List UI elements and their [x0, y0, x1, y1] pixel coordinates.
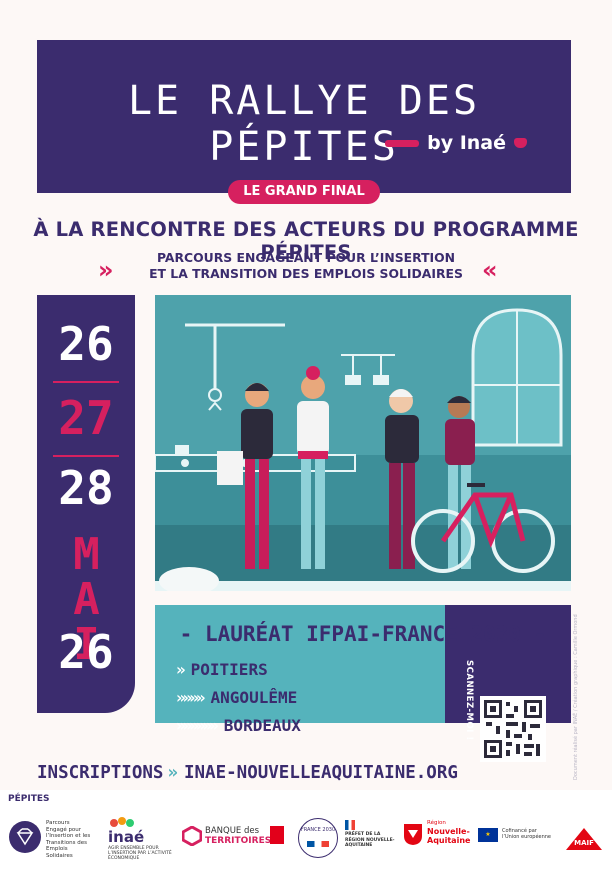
eu-text1: Cofinancé par: [502, 828, 537, 834]
subtitle-line1: PARCOURS ENGAGEANT POUR L’INSERTION: [156, 250, 456, 265]
credit-text: Document réalisé par INAÉ / Création gra…: [573, 614, 579, 780]
arrow-icon: »»»»: [176, 688, 205, 707]
city-name: BORDEAUX: [223, 716, 301, 735]
inscriptions-url[interactable]: INAE-NOUVELLEAQUITAINE.ORG: [183, 763, 458, 783]
date-day-3: 28: [58, 461, 114, 515]
pepites-label: PÉPITES: [8, 794, 50, 804]
pepites-logo-icon: [9, 821, 41, 853]
france2030-text: FRANCE 2030: [300, 827, 336, 833]
date-day-1: 26: [58, 317, 114, 371]
inae-logo-icon: [110, 817, 134, 827]
pepites-text: Parcours Engagé pour l’Insertion et les …: [46, 820, 91, 859]
city-bordeaux: »»»»»» BORDEAUX: [176, 716, 301, 735]
inae-label: inaé: [108, 828, 145, 846]
chevron-left-icon: «: [482, 256, 497, 284]
footer-logos: PÉPITES Parcours Engagé pour l’Insertion…: [0, 790, 612, 873]
illustration: [155, 295, 571, 591]
subtitle-line2: ET LA TRANSITION DES EMPLOIS SOLIDAIRES: [149, 266, 463, 281]
subtitle: PARCOURS ENGAGEANT POUR L’INSERTION ET L…: [0, 250, 612, 282]
region-label3: Aquitaine: [427, 836, 471, 845]
maif-text: MAIF: [574, 839, 594, 847]
dates-column: 26 27 28 MAI 26: [37, 295, 135, 713]
date-year: 26: [58, 625, 114, 679]
banque-label1: BANQUE des: [205, 826, 260, 836]
eu-text2: l’Union européenne: [502, 834, 552, 840]
header-banner: LE RALLYE DES PÉPITES by Inaé: [37, 40, 571, 193]
arrow-icon: »»»»»»: [176, 716, 219, 735]
region-label1: Région: [427, 820, 446, 826]
city-poitiers: » POITIERS: [176, 660, 268, 679]
arrow-icon: »: [167, 763, 177, 783]
headline: À LA RENCONTRE DES ACTEURS DU PROGRAMME …: [33, 218, 579, 264]
byline: by Inaé: [385, 132, 527, 154]
city-name: ANGOULÊME: [210, 688, 298, 707]
byline-text: by Inaé: [427, 132, 506, 154]
eu-flag-icon: ★: [478, 828, 498, 842]
inae-text: AGIR ENSEMBLE POUR L’INSERTION PAR L’ACT…: [108, 846, 172, 861]
flag-icon: [307, 841, 329, 847]
inscriptions-label: INSCRIPTIONS: [37, 763, 164, 783]
prefet-text: PRÉFET DE LA RÉGION NOUVELLE-AQUITAINE: [345, 832, 395, 848]
inscriptions-line: INSCRIPTIONS» INAE-NOUVELLEAQUITAINE.ORG: [37, 763, 458, 783]
laureat-panel: [155, 605, 445, 723]
france2030-logo: FRANCE 2030: [298, 818, 338, 858]
banque-logo-icon: [182, 826, 202, 846]
region-logo-icon: [404, 824, 422, 845]
cdc-logo-icon: [270, 826, 284, 844]
qr-code[interactable]: [480, 696, 546, 762]
grand-final-badge: LE GRAND FINAL: [228, 180, 380, 204]
city-angouleme: »»»» ANGOULÊME: [176, 688, 297, 707]
decor-bar: [385, 139, 420, 147]
laureat-title: - LAURÉAT IFPAI-FRANCE 2030 -: [179, 622, 547, 646]
date-divider: [53, 381, 119, 383]
date-day-2: 27: [58, 391, 114, 445]
banque-label2: TERRITOIRES: [205, 836, 272, 846]
marianne-icon: [345, 820, 355, 830]
date-month: MAI: [37, 529, 135, 664]
workshop-illustration: [155, 295, 571, 591]
region-label2: Nouvelle-: [427, 827, 470, 836]
decor-dot: [514, 138, 527, 148]
eu-text: Cofinancé par l’Union européenne: [502, 828, 551, 840]
city-name: POITIERS: [190, 660, 268, 679]
maif-logo-icon: [566, 828, 602, 850]
qr-code-icon: [484, 700, 542, 758]
poster-title: LE RALLYE DES PÉPITES: [127, 78, 481, 170]
date-month-text: MAI: [61, 529, 112, 664]
arrow-icon: »: [176, 660, 185, 679]
scan-label: SCANNEZ-MOI !: [464, 660, 474, 741]
maif-logo: MAIF: [566, 828, 602, 850]
date-divider: [53, 455, 119, 457]
